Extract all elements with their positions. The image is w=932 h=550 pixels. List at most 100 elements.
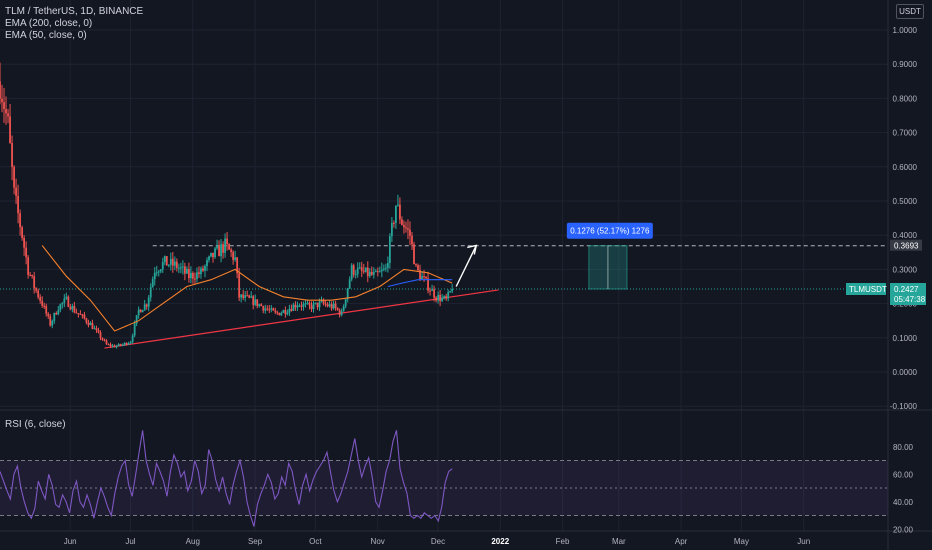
candle-body <box>254 299 257 305</box>
candle-body <box>392 222 395 224</box>
candle-body <box>111 345 114 347</box>
candle-body <box>47 313 50 317</box>
time-tick-label: Dec <box>431 537 445 546</box>
candle-body <box>314 302 317 304</box>
candle-body <box>290 308 293 311</box>
candle-body <box>258 304 261 307</box>
candle-body <box>222 244 224 253</box>
candle-body <box>320 300 323 302</box>
candle-body <box>29 274 32 276</box>
candle-body <box>107 344 110 346</box>
candle-body <box>97 329 100 333</box>
price-tick-label: -0.1000 <box>890 402 918 411</box>
price-tick-label: 0.4000 <box>893 231 918 240</box>
candle-body <box>141 310 144 313</box>
candle-body <box>429 290 431 292</box>
rsi-pane <box>0 430 888 527</box>
support-trendline <box>104 289 499 349</box>
rsi-line <box>0 430 453 527</box>
candle-body <box>388 236 391 264</box>
candle-body <box>89 322 92 326</box>
candle-body <box>308 302 311 306</box>
candle-body <box>65 296 68 299</box>
candle-body <box>431 289 433 291</box>
candle-body <box>242 294 245 298</box>
currency-button[interactable]: USDT <box>896 4 924 19</box>
candle-body <box>131 335 134 343</box>
candle-body <box>155 272 158 274</box>
candle-body <box>340 311 343 315</box>
candle-body <box>113 345 116 348</box>
candle-body <box>439 295 442 302</box>
candle-body <box>244 295 247 298</box>
candle-body <box>397 204 399 206</box>
candle-body <box>129 342 132 344</box>
candle-body <box>386 263 389 268</box>
candle-body <box>451 288 454 292</box>
rsi-tick-label: 40.00 <box>893 498 914 507</box>
candle-body <box>49 316 52 326</box>
ema200-line <box>387 279 453 288</box>
candle-body <box>119 344 122 346</box>
candle-body <box>344 299 347 307</box>
candle-body <box>435 297 437 301</box>
price-tick-label: 0.3000 <box>893 265 918 274</box>
candle-body <box>322 300 325 304</box>
price-tick-label: 1.0000 <box>893 26 918 35</box>
candle-body <box>445 296 448 299</box>
candle-body <box>17 195 19 214</box>
candle-body <box>354 274 357 276</box>
candle-body <box>177 267 180 269</box>
candle-body <box>192 272 194 279</box>
candle-body <box>270 308 273 310</box>
candle-body <box>41 300 44 306</box>
candle-body <box>274 310 277 313</box>
candle-body <box>133 323 136 336</box>
time-tick-label: Sep <box>248 537 263 546</box>
candle-body <box>368 271 371 277</box>
candle-body <box>208 256 210 261</box>
candle-body <box>181 266 184 268</box>
candle-body <box>272 308 275 311</box>
rsi-tick-label: 80.00 <box>893 443 914 452</box>
candle-body <box>159 269 162 272</box>
candle-body <box>403 224 405 228</box>
candle-body <box>3 102 5 110</box>
candle-body <box>405 227 407 229</box>
candle-body <box>91 322 94 329</box>
candle-body <box>200 268 202 275</box>
candle-body <box>139 309 142 313</box>
candle-body <box>206 260 208 266</box>
candle-body <box>316 302 319 308</box>
candle-body <box>183 266 186 274</box>
ema200-legend: EMA (200, close, 0) <box>5 18 93 29</box>
candle-body <box>71 306 74 310</box>
candle-body <box>147 297 150 307</box>
candle-body <box>105 340 108 345</box>
candle-body <box>328 304 331 307</box>
candle-body <box>232 252 235 260</box>
candle-body <box>228 244 231 250</box>
candle-body <box>7 113 9 117</box>
candle-body <box>250 296 253 298</box>
candle-body <box>352 265 355 275</box>
candle-body <box>171 258 174 266</box>
candle-body <box>421 276 423 280</box>
candle-body <box>346 288 349 300</box>
candle-body <box>268 309 271 311</box>
last-price-tag <box>890 282 926 305</box>
candle-body <box>298 305 301 307</box>
candle-body <box>334 303 337 308</box>
candle-body <box>409 229 411 236</box>
candle-body <box>77 313 80 315</box>
candle-body <box>101 338 104 340</box>
candle-body <box>378 271 381 273</box>
candle-body <box>125 342 128 345</box>
candle-body <box>390 222 393 237</box>
candle-body <box>417 265 419 271</box>
candle-body <box>447 292 450 299</box>
candle-body <box>437 295 440 301</box>
candle-body <box>188 268 190 279</box>
candle-body <box>370 271 373 275</box>
